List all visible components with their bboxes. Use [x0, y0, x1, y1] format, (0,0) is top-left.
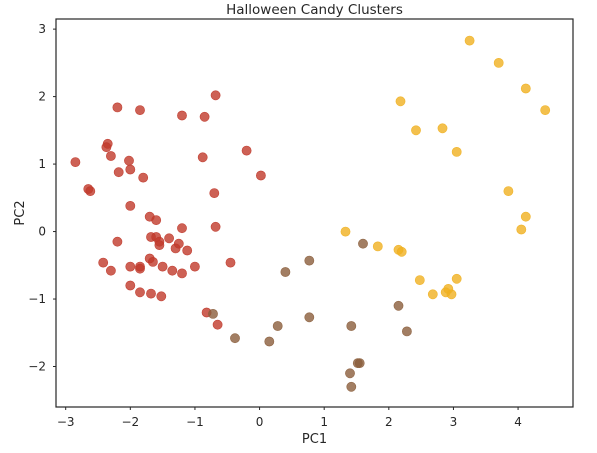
chart-title: Halloween Candy Clusters — [226, 2, 403, 18]
data-point-cluster-2-10 — [352, 358, 363, 368]
data-point-cluster-2-14 — [393, 300, 404, 311]
data-point-cluster-1-9 — [124, 155, 134, 166]
data-point-cluster-1-44 — [210, 90, 221, 101]
data-point-cluster-1-17 — [125, 261, 136, 272]
data-point-cluster-3-4 — [520, 83, 531, 94]
data-point-cluster-1-47 — [241, 145, 252, 156]
data-point-cluster-1-25 — [154, 240, 165, 250]
data-point-cluster-1-40 — [156, 291, 167, 302]
data-point-cluster-3-7 — [437, 123, 448, 134]
data-point-cluster-2-8 — [346, 321, 357, 331]
data-point-cluster-1-10 — [125, 164, 136, 175]
data-point-cluster-1-28 — [173, 238, 184, 249]
data-point-cluster-1-16 — [112, 236, 123, 247]
data-point-cluster-3-21 — [451, 273, 462, 284]
data-point-cluster-2-7 — [304, 312, 315, 323]
data-point-cluster-1-26 — [164, 233, 174, 244]
data-point-cluster-1-34 — [167, 265, 178, 276]
data-point-cluster-1-38 — [135, 287, 145, 298]
data-point-cluster-1-33 — [157, 261, 168, 272]
data-point-cluster-3-6 — [411, 125, 421, 136]
data-point-cluster-1-37 — [125, 280, 136, 291]
x-tick-label: 2 — [385, 415, 393, 429]
data-point-cluster-3-16 — [414, 275, 425, 285]
data-point-cluster-1-35 — [177, 268, 187, 279]
x-tick-label: −3 — [57, 415, 75, 429]
data-point-cluster-1-39 — [146, 288, 156, 299]
data-point-cluster-2-1 — [208, 308, 218, 319]
data-point-cluster-3-5 — [540, 105, 551, 115]
data-point-cluster-1-41 — [177, 110, 187, 121]
data-point-cluster-1-32 — [147, 256, 158, 267]
x-tick-label: −1 — [186, 415, 204, 429]
y-tick-label: −2 — [28, 360, 46, 374]
data-point-cluster-3-8 — [451, 146, 462, 157]
data-point-cluster-3-11 — [516, 224, 527, 235]
y-tick-label: 3 — [38, 22, 46, 36]
data-point-cluster-1-49 — [255, 170, 266, 181]
data-point-cluster-1-1 — [70, 157, 81, 167]
data-point-cluster-2-12 — [346, 381, 357, 392]
data-point-cluster-1-8 — [113, 167, 124, 178]
data-point-cluster-1-7 — [112, 102, 123, 113]
data-point-cluster-2-11 — [345, 368, 355, 379]
data-point-cluster-3-2 — [493, 58, 504, 68]
data-point-cluster-1-3 — [85, 186, 96, 196]
data-point-cluster-1-12 — [138, 172, 149, 183]
data-point-cluster-2-2 — [230, 333, 240, 344]
data-point-cluster-1-42 — [199, 111, 210, 122]
data-point-cluster-1-5 — [101, 142, 112, 153]
data-point-cluster-1-15 — [106, 265, 116, 276]
data-point-cluster-1-51 — [212, 319, 223, 330]
data-point-cluster-1-21 — [151, 215, 162, 225]
data-point-cluster-1-29 — [177, 223, 187, 234]
x-axis-label: PC1 — [302, 432, 327, 447]
data-point-cluster-3-1 — [464, 35, 475, 46]
data-point-cluster-2-5 — [280, 267, 291, 277]
data-point-cluster-3-20 — [446, 289, 457, 300]
x-tick-label: 0 — [256, 415, 264, 429]
x-tick-label: −2 — [121, 415, 139, 429]
data-point-cluster-1-36 — [189, 261, 200, 272]
data-point-cluster-2-4 — [272, 321, 283, 331]
data-point-cluster-3-3 — [395, 96, 406, 107]
data-point-cluster-1-45 — [209, 188, 220, 198]
y-tick-label: 1 — [38, 157, 46, 171]
x-tick-label: 4 — [514, 415, 522, 429]
data-point-cluster-1-14 — [98, 257, 109, 268]
y-axis-ticks: −2 −1 0 1 2 3 — [28, 22, 56, 374]
y-axis-label: PC2 — [13, 200, 28, 225]
data-point-cluster-1-43 — [197, 152, 208, 163]
points-layer — [70, 35, 551, 392]
data-point-cluster-3-10 — [520, 211, 531, 222]
data-point-cluster-3-13 — [372, 241, 383, 252]
x-tick-label: 1 — [320, 415, 328, 429]
data-point-cluster-1-48 — [225, 257, 236, 268]
data-point-cluster-3-12 — [340, 226, 351, 237]
data-point-cluster-1-11 — [135, 105, 145, 115]
data-point-cluster-3-15 — [396, 246, 407, 257]
data-point-cluster-1-13 — [125, 200, 136, 211]
data-point-cluster-1-19 — [135, 261, 145, 272]
data-point-cluster-2-6 — [304, 255, 315, 266]
y-tick-label: 2 — [38, 90, 46, 104]
data-point-cluster-1-6 — [106, 151, 116, 161]
plot-area — [55, 18, 574, 408]
x-tick-label: 3 — [450, 415, 458, 429]
data-point-cluster-1-30 — [182, 245, 193, 256]
data-point-cluster-1-46 — [210, 221, 221, 232]
data-point-cluster-2-13 — [358, 238, 368, 249]
data-point-cluster-2-15 — [401, 326, 412, 337]
data-point-cluster-2-3 — [264, 336, 275, 347]
x-axis-ticks: −3 −2 −1 0 1 2 3 4 — [57, 407, 522, 429]
y-tick-label: −1 — [28, 292, 46, 306]
data-point-cluster-3-17 — [427, 289, 438, 300]
data-point-cluster-3-9 — [503, 186, 514, 196]
y-tick-label: 0 — [38, 225, 46, 239]
